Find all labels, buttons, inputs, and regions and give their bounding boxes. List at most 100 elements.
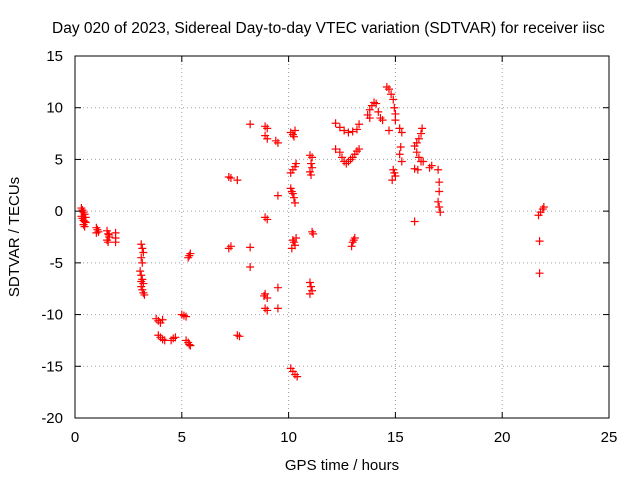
y-tick-label: -15 — [41, 358, 63, 375]
data-point — [184, 253, 193, 262]
y-tick-label: 5 — [55, 151, 63, 168]
data-point — [413, 165, 422, 174]
x-tick-label: 20 — [494, 429, 511, 446]
chart-title: Day 020 of 2023, Sidereal Day-to-day VTE… — [52, 20, 605, 37]
data-point — [287, 187, 296, 196]
data-point — [137, 240, 146, 249]
data-point — [287, 244, 296, 253]
data-point — [396, 143, 405, 152]
data-point — [289, 193, 298, 202]
data-point — [340, 126, 349, 135]
data-point — [292, 159, 301, 168]
data-point — [391, 171, 400, 180]
data-point — [138, 275, 147, 284]
data-point — [384, 126, 393, 135]
y-tick-label: -20 — [41, 410, 63, 427]
data-point — [338, 153, 346, 162]
x-tick-label: 0 — [71, 429, 79, 446]
data-point — [138, 244, 147, 253]
data-point — [138, 258, 147, 267]
data-point — [94, 227, 103, 236]
data-point — [288, 189, 297, 198]
data-point — [307, 282, 316, 291]
data-point — [388, 176, 397, 185]
data-point — [233, 176, 242, 185]
y-tick-label: 0 — [55, 203, 63, 220]
data-point — [226, 242, 235, 251]
data-point — [224, 244, 233, 253]
data-point — [136, 267, 145, 276]
y-tick-label: -10 — [41, 307, 63, 324]
data-point — [395, 150, 404, 159]
data-point — [365, 114, 374, 123]
data-point — [435, 203, 444, 212]
data-point — [539, 203, 548, 212]
data-point — [348, 127, 357, 136]
data-point — [419, 157, 428, 166]
data-point — [378, 116, 387, 125]
x-axis-ticks: 0 5 10 15 20 25 — [71, 56, 618, 446]
data-point — [389, 95, 398, 104]
data-point — [387, 90, 396, 99]
data-point — [79, 208, 88, 217]
data-point — [261, 289, 270, 298]
data-point — [273, 304, 282, 313]
x-tick-label: 25 — [601, 429, 618, 446]
data-point — [158, 335, 167, 344]
data-point — [137, 277, 146, 286]
data-point — [425, 163, 434, 172]
data-point — [291, 198, 300, 207]
y-axis-ticks: -20 -15 -10 -5 0 5 10 15 — [41, 48, 609, 427]
data-point — [535, 237, 544, 246]
data-point — [307, 170, 316, 179]
data-point — [186, 249, 195, 258]
data-point — [293, 372, 302, 381]
data-point — [185, 340, 194, 349]
data-point — [435, 187, 444, 196]
data-point — [391, 116, 400, 125]
data-point — [261, 122, 270, 131]
data-point — [154, 316, 163, 325]
x-tick-label: 10 — [280, 429, 297, 446]
data-point — [414, 153, 423, 162]
data-point — [233, 331, 242, 340]
data-points — [77, 83, 548, 381]
data-point — [331, 145, 340, 154]
data-point — [395, 124, 404, 133]
data-point — [535, 269, 544, 278]
data-point — [177, 310, 186, 319]
data-point — [342, 159, 351, 168]
data-point — [410, 217, 419, 226]
data-point — [186, 341, 195, 350]
data-point — [140, 290, 149, 299]
data-point — [348, 238, 357, 247]
data-point — [434, 165, 443, 174]
data-point — [263, 124, 272, 133]
data-point — [263, 215, 272, 224]
x-tick-label: 15 — [387, 429, 404, 446]
data-point — [78, 206, 87, 215]
data-point — [346, 155, 355, 164]
data-point — [372, 99, 381, 108]
data-point — [171, 333, 180, 342]
data-point — [308, 163, 317, 172]
data-point — [365, 105, 374, 114]
data-point — [436, 208, 445, 217]
data-point — [412, 138, 421, 147]
data-point — [427, 161, 436, 170]
data-point — [308, 153, 317, 162]
data-point — [111, 238, 120, 247]
data-point — [169, 334, 178, 343]
data-point — [104, 238, 113, 247]
data-point — [349, 236, 358, 245]
x-axis-label: GPS time / hours — [285, 457, 399, 474]
data-point — [305, 151, 314, 160]
data-point — [376, 114, 385, 123]
data-point — [226, 174, 235, 183]
y-tick-label: 15 — [46, 48, 63, 65]
data-point — [291, 126, 300, 135]
data-point — [246, 262, 255, 271]
data-point — [412, 148, 421, 157]
data-point — [273, 283, 282, 292]
